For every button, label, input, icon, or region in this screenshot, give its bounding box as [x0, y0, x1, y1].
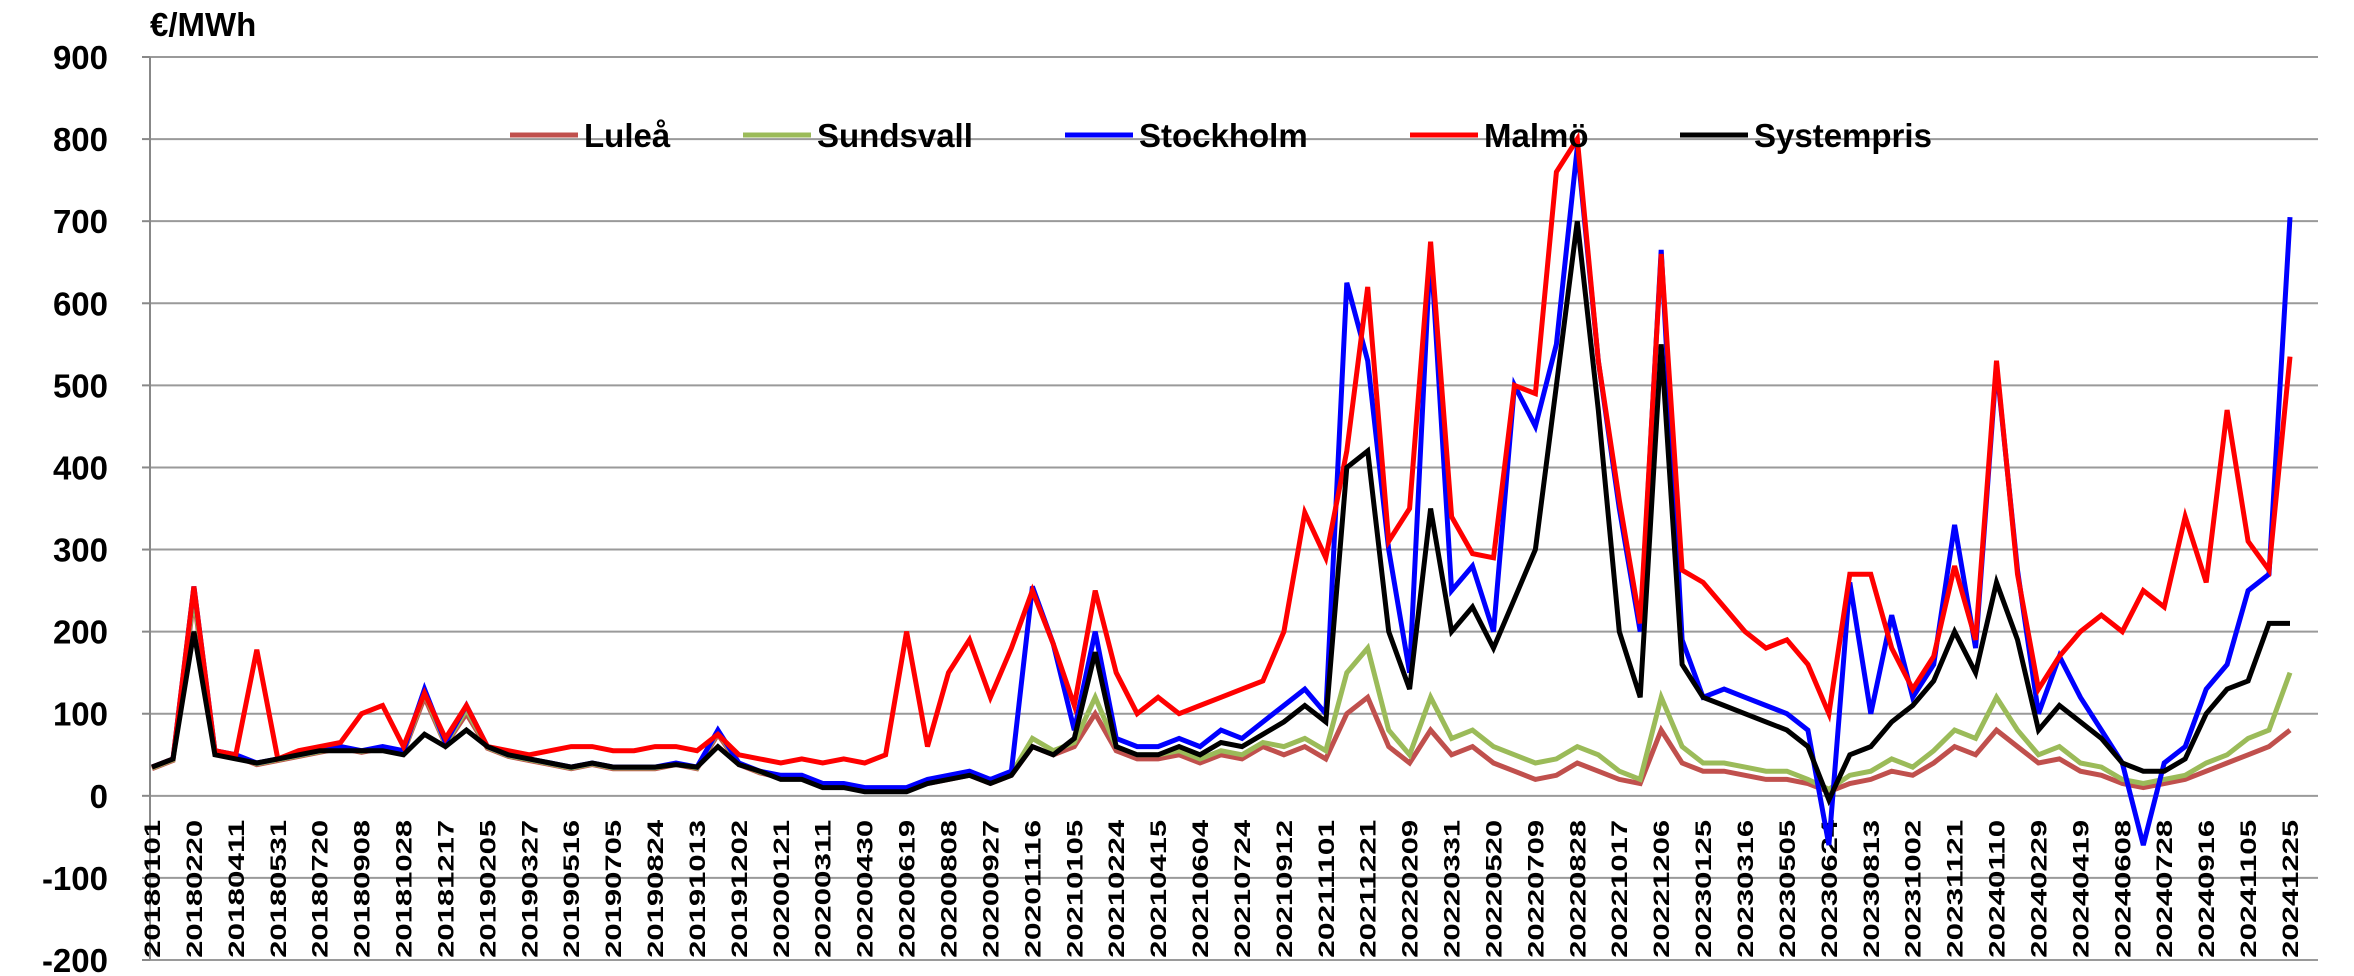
y-tick-label: -100 [42, 860, 108, 897]
legend-label: Sundsvall [817, 117, 973, 154]
x-tick-label: 20180531 [266, 820, 291, 958]
x-tick-label: 20180220 [182, 820, 207, 958]
legend-label: Stockholm [1139, 117, 1308, 154]
x-tick-label: 20231121 [1943, 820, 1968, 958]
y-tick-label: 700 [53, 203, 108, 240]
x-tick-label: 20181028 [392, 820, 417, 958]
y-tick-label: 600 [53, 285, 108, 322]
series-line [151, 220, 2290, 807]
x-tick-label: 20191202 [727, 820, 752, 958]
x-tick-label: 20201116 [1020, 820, 1045, 958]
x-tick-label: 20230125 [1691, 820, 1716, 958]
x-tick-label: 20220331 [1440, 820, 1465, 958]
x-tick-label: 20220520 [1481, 820, 1506, 958]
y-tick-label: 100 [53, 696, 108, 733]
legend-label: Luleå [584, 117, 671, 154]
y-tick-label: -200 [42, 942, 108, 976]
x-tick-label: 20200619 [895, 820, 920, 958]
x-tick-label: 20210224 [1104, 819, 1129, 958]
x-tick-label: 20191013 [685, 820, 710, 958]
x-tick-label: 20210912 [1272, 820, 1297, 958]
x-tick-label: 20220828 [1565, 820, 1590, 958]
x-tick-label: 20240419 [2068, 820, 2093, 958]
x-tick-label: 20221017 [1607, 820, 1632, 958]
x-tick-label: 20180720 [308, 820, 333, 958]
x-tick-label: 20210415 [1146, 820, 1171, 958]
y-tick-label: 0 [90, 778, 108, 815]
x-tick-label: 20230813 [1859, 820, 1884, 958]
legend-label: Malmö [1484, 117, 1589, 154]
x-tick-label: 20190516 [559, 820, 584, 958]
y-tick-label: 200 [53, 614, 108, 651]
x-tick-label: 20200430 [853, 820, 878, 958]
x-tick-label: 20210724 [1230, 819, 1255, 958]
x-tick-label: 20211101 [1314, 820, 1339, 958]
y-tick-label: 300 [53, 532, 108, 569]
x-tick-label: 20230505 [1775, 820, 1800, 958]
y-axis-label: €/MWh [150, 6, 256, 43]
x-tick-label: 20240916 [2194, 820, 2219, 958]
y-tick-label: 900 [53, 39, 108, 76]
legend-label: Systempris [1754, 117, 1932, 154]
x-tick-label: 20190824 [643, 819, 668, 958]
x-tick-label: 20190705 [601, 820, 626, 958]
x-tick-label: 20211221 [1356, 820, 1381, 958]
x-tick-label: 20241105 [2236, 820, 2261, 958]
x-tick-label: 20210105 [1062, 820, 1087, 958]
y-tick-label: 800 [53, 121, 108, 158]
x-tick-label: 20230316 [1733, 820, 1758, 958]
x-tick-label: 20240728 [2152, 820, 2177, 958]
x-tick-label: 20200121 [769, 820, 794, 958]
x-tick-label: 20180411 [224, 820, 249, 958]
x-tick-label: 20220209 [1398, 820, 1423, 958]
x-tick-label: 20200927 [978, 820, 1003, 958]
x-tick-label: 20221206 [1649, 820, 1674, 958]
x-tick-label: 20200808 [937, 820, 962, 958]
x-tick-label: 20190205 [475, 820, 500, 958]
x-tick-label: 20181217 [433, 820, 458, 958]
x-tick-label: 20180101 [140, 820, 165, 958]
x-tick-label: 20200311 [811, 820, 836, 958]
x-tick-label: 20240229 [2026, 820, 2051, 958]
y-tick-label: 500 [53, 367, 108, 404]
x-tick-label: 20241225 [2278, 820, 2303, 958]
series-line [151, 131, 2293, 770]
y-tick-label: 400 [53, 449, 108, 486]
x-tick-label: 20190327 [517, 820, 542, 958]
x-tick-label: 20231002 [1901, 820, 1926, 958]
x-tick-label: 20240110 [1985, 820, 2010, 958]
x-tick-label: 20180908 [350, 820, 375, 958]
x-tick-label: 20210604 [1188, 819, 1213, 958]
x-tick-label: 20240608 [2110, 820, 2135, 958]
x-tick-label: 20220709 [1523, 820, 1548, 958]
